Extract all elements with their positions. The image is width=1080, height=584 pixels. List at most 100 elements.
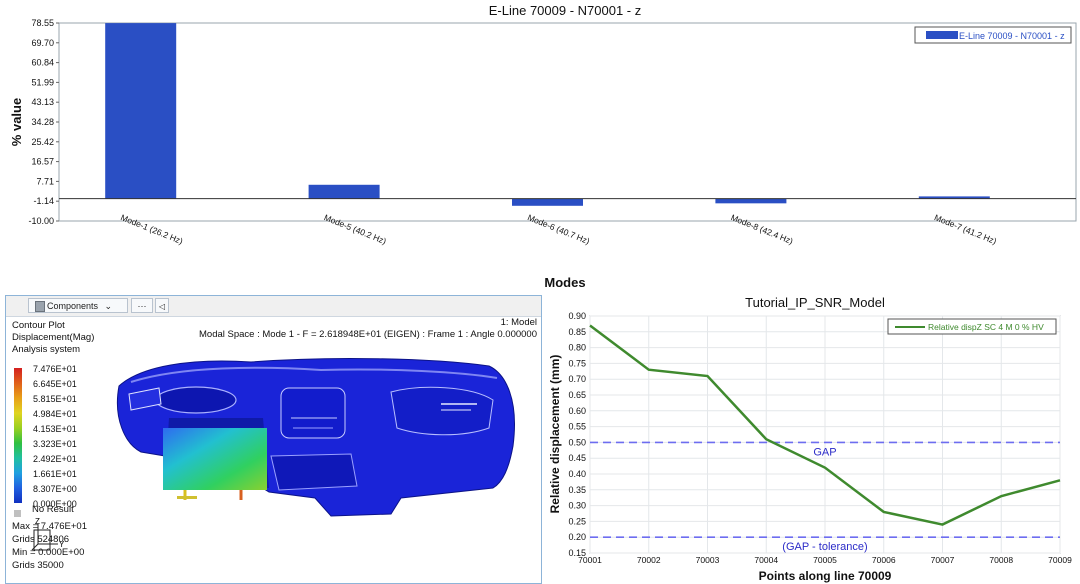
y-tick-label: 16.57: [31, 157, 54, 167]
center-console: [280, 387, 346, 439]
y-tick-label: 7.71: [36, 176, 54, 186]
y-tick-label: 34.28: [31, 117, 54, 127]
line-chart: Tutorial_IP_SNR_Model 0.90 0.85 0.80 0.75 0.…: [548, 295, 1072, 583]
cube-icon: [35, 301, 45, 312]
chart-title: E-Line 70009 - N70001 - z: [489, 3, 641, 18]
legend-value: 8.307E+00: [33, 484, 77, 494]
legend-value: 7.476E+01: [33, 364, 77, 374]
reference-label: GAP: [813, 446, 836, 458]
y-axis-label: Relative displacement (mm): [548, 355, 562, 514]
y-tick-label: 0.50: [568, 437, 586, 447]
contour-subtitle: Displacement(Mag): [12, 332, 95, 343]
y-tick-label: 25.42: [31, 137, 54, 147]
y-tick-label: 60.84: [31, 58, 54, 68]
min-grid: Grids 35000: [12, 560, 64, 571]
max-label: Max = 7.476E+01: [12, 521, 87, 532]
legend-value: 3.323E+01: [33, 439, 77, 449]
x-tick-label: 70002: [637, 555, 661, 565]
y-tick-label: 0.55: [568, 422, 586, 432]
bar: [512, 198, 583, 206]
x-tick-label: 70009: [1048, 555, 1072, 565]
y-tick-label: 0.15: [568, 548, 586, 558]
y-tick-label: 0.35: [568, 485, 586, 495]
no-result-label: No Result: [32, 504, 74, 515]
legend-label: E-Line 70009 - N70001 - z: [959, 31, 1065, 41]
more-options-button[interactable]: ···: [131, 298, 153, 313]
legend-color-band: [14, 458, 22, 473]
chart-title: Tutorial_IP_SNR_Model: [745, 295, 885, 310]
y-tick-label: -10.00: [28, 216, 54, 226]
left-vent: [128, 387, 162, 411]
legend-value: 4.153E+01: [33, 424, 77, 434]
bar: [105, 23, 177, 199]
legend-swatch: [926, 31, 958, 39]
reference-label: (GAP - tolerance): [782, 541, 867, 553]
legend-color-band: [14, 398, 22, 413]
legend-color-band: [14, 413, 22, 428]
legend-value: 6.645E+01: [33, 379, 77, 389]
x-axis-label: Modes: [544, 275, 585, 290]
subcase-info: Modal Space : Mode 1 - F = 2.618948E+01 …: [199, 329, 537, 340]
contour-system: Analysis system: [12, 344, 81, 355]
bar: [715, 198, 787, 204]
y-tick-label: 0.75: [568, 358, 586, 368]
center-lower-housing: [270, 453, 358, 491]
x-tick-label: 70001: [578, 555, 602, 565]
passenger-opening: [390, 386, 494, 436]
deformed-panel: [163, 428, 267, 490]
triad-y-label: Y: [59, 540, 65, 549]
legend-label: Relative dispZ SC 4 M 0 % HV: [928, 322, 1044, 332]
collapse-button[interactable]: ◁: [155, 298, 169, 313]
no-result-swatch: [14, 510, 21, 517]
bar: [308, 184, 380, 199]
components-label: Components: [47, 301, 99, 311]
bar-chart: E-Line 70009 - N70001 - z 78.55 69.70 60.8…: [9, 3, 1077, 290]
x-tick-label: 70005: [813, 555, 837, 565]
y-tick-label: 0.65: [568, 390, 586, 400]
instrument-panel-model[interactable]: [101, 348, 521, 528]
contour-title: Contour Plot: [12, 320, 65, 331]
y-tick-label: 0.80: [568, 343, 586, 353]
y-tick-label: 0.25: [568, 516, 586, 526]
y-tick-label: 43.13: [31, 97, 54, 107]
legend[interactable]: Relative dispZ SC 4 M 0 % HV: [887, 318, 1057, 335]
model-viewport[interactable]: Components ⌄ ··· ◁ 1: Model Modal Space …: [5, 295, 542, 584]
model-label: 1: Model: [500, 317, 537, 328]
dashboard-top-ridge: [130, 366, 498, 383]
axis-triad: Z Y: [31, 518, 65, 551]
legend-color-band: [14, 428, 22, 443]
y-tick-label: 0.90: [568, 311, 586, 321]
x-tick-label: 70007: [931, 555, 955, 565]
y-tick-label: 0.45: [568, 453, 586, 463]
y-tick-label: 69.70: [31, 38, 54, 48]
legend-value: 2.492E+01: [33, 454, 77, 464]
min-label: Min = 0.000E+00: [12, 547, 85, 558]
legend-color-band: [14, 383, 22, 398]
y-tick-label: 0.60: [568, 406, 586, 416]
legend-value: 1.661E+01: [33, 469, 77, 479]
bar: [918, 196, 990, 199]
x-tick-label: 70003: [696, 555, 720, 565]
y-tick-label: 0.30: [568, 501, 586, 511]
y-tick-label: 0.85: [568, 327, 586, 337]
max-grid: Grids 524806: [12, 534, 70, 545]
legend[interactable]: E-Line 70009 - N70001 - z: [914, 26, 1072, 44]
x-tick-label: 70004: [754, 555, 778, 565]
y-tick-label: 51.99: [31, 77, 54, 87]
y-tick-label: 0.40: [568, 469, 586, 479]
legend-color-band: [14, 488, 22, 503]
viewport-toolbar: Components ⌄ ··· ◁: [6, 296, 541, 317]
components-dropdown[interactable]: Components ⌄: [28, 298, 128, 313]
y-tick-label: 78.55: [31, 18, 54, 28]
legend-value: 4.984E+01: [33, 409, 77, 419]
y-tick-label: -1.14: [33, 196, 54, 206]
y-tick-label: 0.70: [568, 374, 586, 384]
gauge-cluster: [155, 386, 237, 414]
legend-color-band: [14, 443, 22, 458]
chevron-down-icon: ⌄: [104, 301, 113, 311]
x-tick-label: 70006: [872, 555, 896, 565]
legend-value: 5.815E+01: [33, 394, 77, 404]
y-axis-label: % value: [9, 98, 24, 146]
series-line: [589, 324, 1061, 526]
plot-area: [58, 22, 1077, 222]
